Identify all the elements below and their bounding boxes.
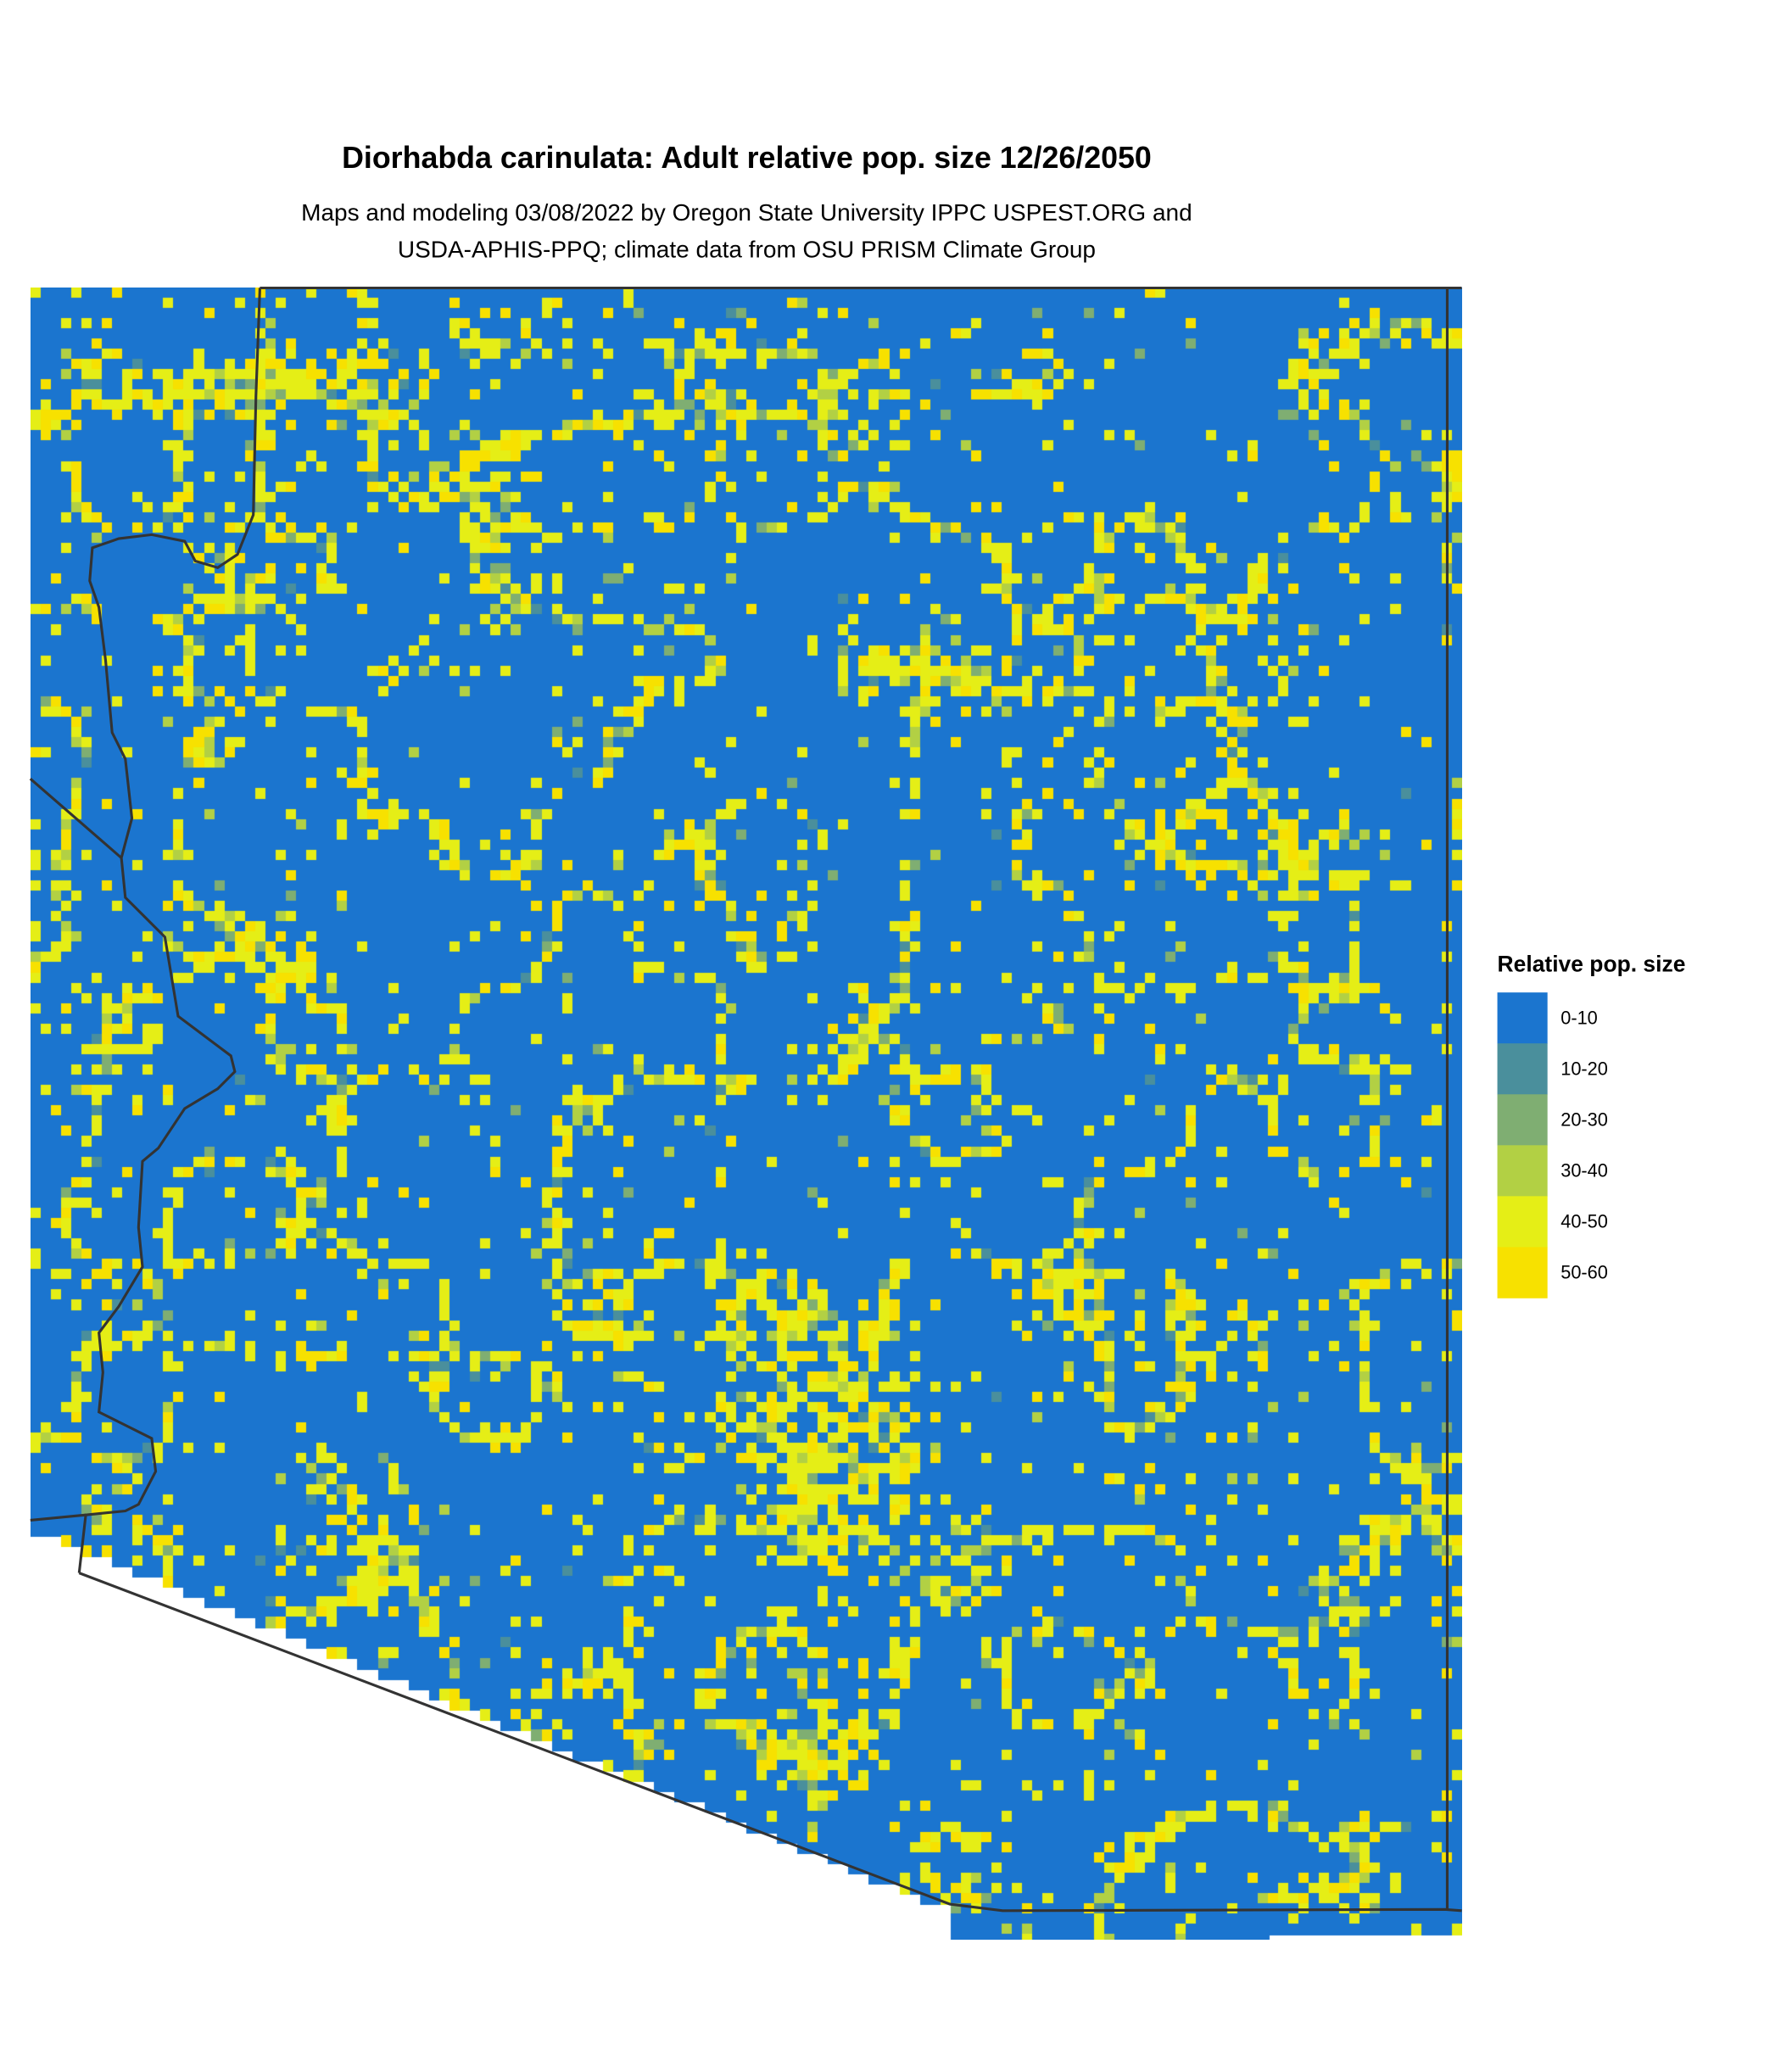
legend-swatch-30-40 [1497, 1145, 1548, 1197]
nevada-california-border [29, 777, 123, 859]
legend-label: 0-10 [1560, 1008, 1598, 1029]
state-borders [29, 286, 1462, 1913]
legend-label: 10-20 [1560, 1058, 1608, 1080]
legend: Relative pop. size 0-10 10-20 20-30 30-40 40… [1497, 951, 1686, 1298]
legend-title: Relative pop. size [1498, 951, 1686, 976]
legend-swatch-0-10 [1497, 992, 1548, 1044]
legend-swatch-10-20 [1497, 1043, 1548, 1095]
colorado-river-border [77, 288, 261, 1573]
map-subtitle-line1: Maps and modeling 03/08/2022 by Oregon S… [301, 199, 1192, 226]
california-mexico-border [30, 1513, 87, 1522]
legend-swatch-40-50 [1497, 1196, 1548, 1248]
legend-swatch-50-60 [1497, 1247, 1548, 1298]
legend-label: 20-30 [1560, 1109, 1608, 1131]
legend-label: 40-50 [1560, 1211, 1608, 1232]
legend-label: 50-60 [1560, 1262, 1608, 1283]
legend-swatch-20-30 [1497, 1094, 1548, 1146]
map-title: Diorhabda carinulata: Adult relative pop… [342, 141, 1152, 175]
population-raster [31, 288, 1462, 1940]
legend-label: 30-40 [1560, 1160, 1608, 1181]
mexico-border [78, 1572, 1462, 1913]
map-subtitle-line2: USDA-APHIS-PPQ; climate data from OSU PR… [398, 237, 1096, 263]
